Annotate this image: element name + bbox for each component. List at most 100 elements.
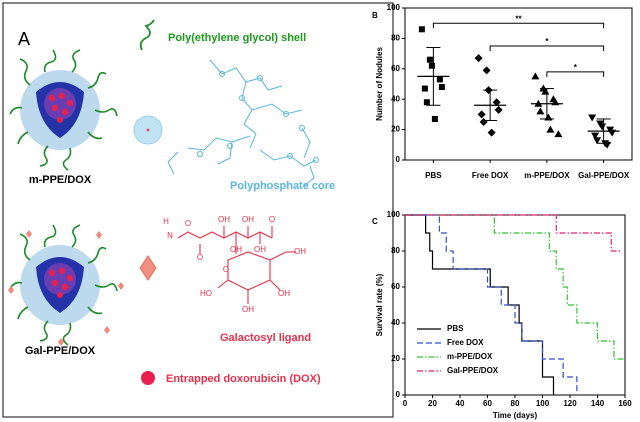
atom-label: O: [197, 253, 203, 262]
x-tick-label: 40: [456, 399, 465, 408]
y-tick-label: 0: [396, 155, 401, 164]
x-tick-label: 20: [428, 399, 437, 408]
y-tick-label: 80: [391, 34, 400, 43]
data-point: [531, 72, 540, 80]
atom-label: OH: [218, 215, 230, 224]
atom-label: N: [167, 231, 173, 240]
x-tick-label: PBS: [425, 171, 442, 180]
data-point: [477, 110, 486, 119]
nanoparticle: [9, 49, 118, 171]
y-axis-label: Number of Nodules: [375, 47, 384, 121]
galactosyl-structure: [177, 226, 296, 304]
data-point: [421, 85, 428, 92]
y-tick-label: 0: [396, 390, 401, 399]
panel-label: B: [372, 11, 378, 20]
panel-a: A m-PPE/DOX Gal-PPE/DOX Poly(ethylene g: [2, 2, 394, 418]
x-tick-label: 160: [618, 399, 632, 408]
y-tick-label: 40: [391, 94, 400, 103]
panel-label: C: [372, 217, 378, 226]
dox-label: Entrapped doxorubicin (DOX): [166, 373, 321, 385]
panel-b: B 0 20 40 60 80 100 Number of Nodules PBS Free DO…: [372, 3, 633, 180]
atom-label: OH: [242, 305, 254, 314]
legend-label: m-PPE/DOX: [447, 352, 493, 361]
data-point: [479, 118, 488, 126]
significance-bracket: [432, 22, 605, 29]
x-tick-label: m-PPE/DOX: [524, 171, 570, 180]
y-tick-label: 100: [387, 3, 401, 12]
data-point: [428, 62, 435, 69]
panel-c: C 0 20 40 60 80 100 0 20 40 60 80 100 120 140 160 Time (…: [372, 210, 632, 420]
x-tick-label: 0: [403, 399, 408, 408]
atom-label: OH: [278, 289, 290, 298]
data-point: [536, 107, 545, 115]
x-tick-label: 100: [536, 399, 550, 408]
dox-icon: [141, 371, 155, 385]
significance-bracket: [489, 45, 605, 51]
data-point: [546, 125, 555, 133]
y-tick-label: 20: [391, 354, 400, 363]
ligand-label: Galactosyl ligand: [220, 332, 311, 344]
data-point: [598, 123, 607, 131]
core-icon: [146, 128, 150, 132]
data-point: [494, 105, 503, 114]
x-tick-label: 60: [483, 399, 492, 408]
peg-label: Poly(ethylene glycol) shell: [168, 32, 306, 44]
data-point: [431, 115, 438, 122]
y-tick-label: 80: [391, 246, 400, 255]
data-point: [438, 84, 445, 91]
x-tick-label: 80: [511, 399, 520, 408]
atom-label: HO: [200, 289, 212, 298]
data-point: [487, 128, 496, 137]
data-point: [418, 26, 425, 33]
core-label: Polyphosphate core: [230, 180, 335, 192]
polyphosphate-structure: [167, 59, 319, 187]
significance-bracket: [546, 71, 605, 77]
y-tick-label: 100: [387, 210, 401, 219]
ligand-icon: [139, 255, 157, 281]
significance-label: *: [545, 37, 549, 46]
x-tick-label: 140: [591, 399, 605, 408]
x-axis-label: Time (days): [493, 411, 538, 420]
x-tick-label: Gal-PPE/DOX: [578, 171, 630, 180]
data-point: [482, 66, 491, 75]
atom-label: OH: [294, 247, 306, 256]
survival-curve: [405, 214, 625, 360]
survival-curve: [405, 214, 621, 252]
data-point: [588, 114, 597, 122]
atom-label: OH: [242, 215, 254, 224]
y-tick-label: 60: [391, 64, 400, 73]
peg-icon: [139, 19, 155, 51]
y-tick-label: 20: [391, 125, 400, 134]
atom-label: OH: [254, 245, 266, 254]
data-point: [593, 137, 602, 145]
atom-label: O: [223, 265, 229, 274]
x-tick-label: 120: [563, 399, 577, 408]
panel-label: A: [18, 29, 30, 49]
atom-label: H: [163, 217, 169, 226]
data-point: [426, 56, 433, 63]
particle-label: Gal-PPE/DOX: [25, 345, 96, 357]
atom-label: O: [185, 219, 191, 228]
legend-label: Gal-PPE/DOX: [447, 366, 499, 375]
x-tick-label: Free DOX: [472, 171, 509, 180]
data-point: [474, 54, 483, 63]
particle-label: m-PPE/DOX: [29, 174, 92, 186]
nanoparticle: [8, 224, 124, 346]
y-tick-label: 60: [391, 282, 400, 291]
data-point: [436, 76, 443, 83]
data-point: [554, 130, 563, 138]
y-tick-label: 40: [391, 318, 400, 327]
atom-label: O: [269, 215, 275, 224]
data-point: [492, 98, 501, 107]
y-axis-label: Survival rate (%): [375, 273, 384, 336]
legend-label: PBS: [447, 324, 464, 333]
atom-label: OH: [230, 245, 242, 254]
legend-label: Free DOX: [447, 338, 484, 347]
survival-curve: [405, 214, 578, 395]
plot-frame: [404, 7, 633, 161]
data-point: [591, 132, 600, 140]
significance-label: **: [515, 14, 522, 23]
data-point: [423, 99, 430, 106]
significance-label: *: [574, 63, 578, 72]
